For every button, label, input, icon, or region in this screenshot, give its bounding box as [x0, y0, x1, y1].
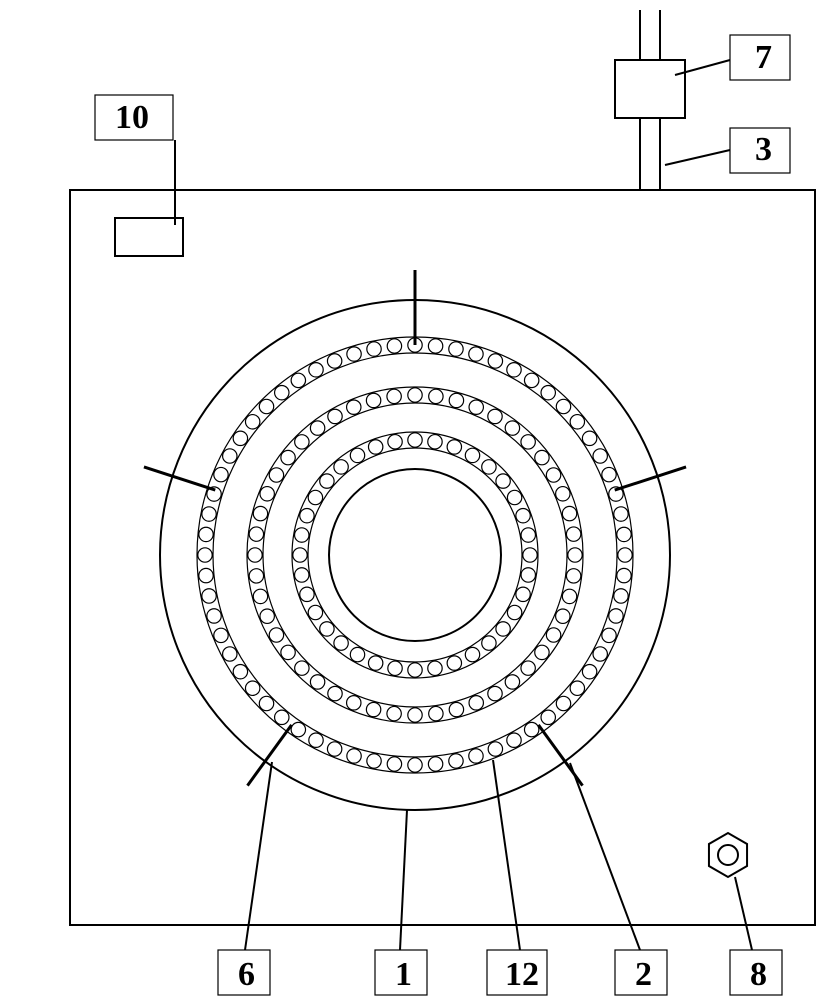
lbl-8: 8 [750, 956, 767, 993]
lbl-2: 2 [635, 956, 652, 993]
lbl-12: 12 [505, 956, 539, 993]
lbl-10: 10 [115, 99, 149, 136]
valve-box [615, 60, 685, 118]
lbl-6: 6 [238, 956, 255, 993]
lbl-7: 7 [755, 39, 772, 76]
lbl-1: 1 [395, 956, 412, 993]
lbl-3: 3 [755, 131, 772, 168]
